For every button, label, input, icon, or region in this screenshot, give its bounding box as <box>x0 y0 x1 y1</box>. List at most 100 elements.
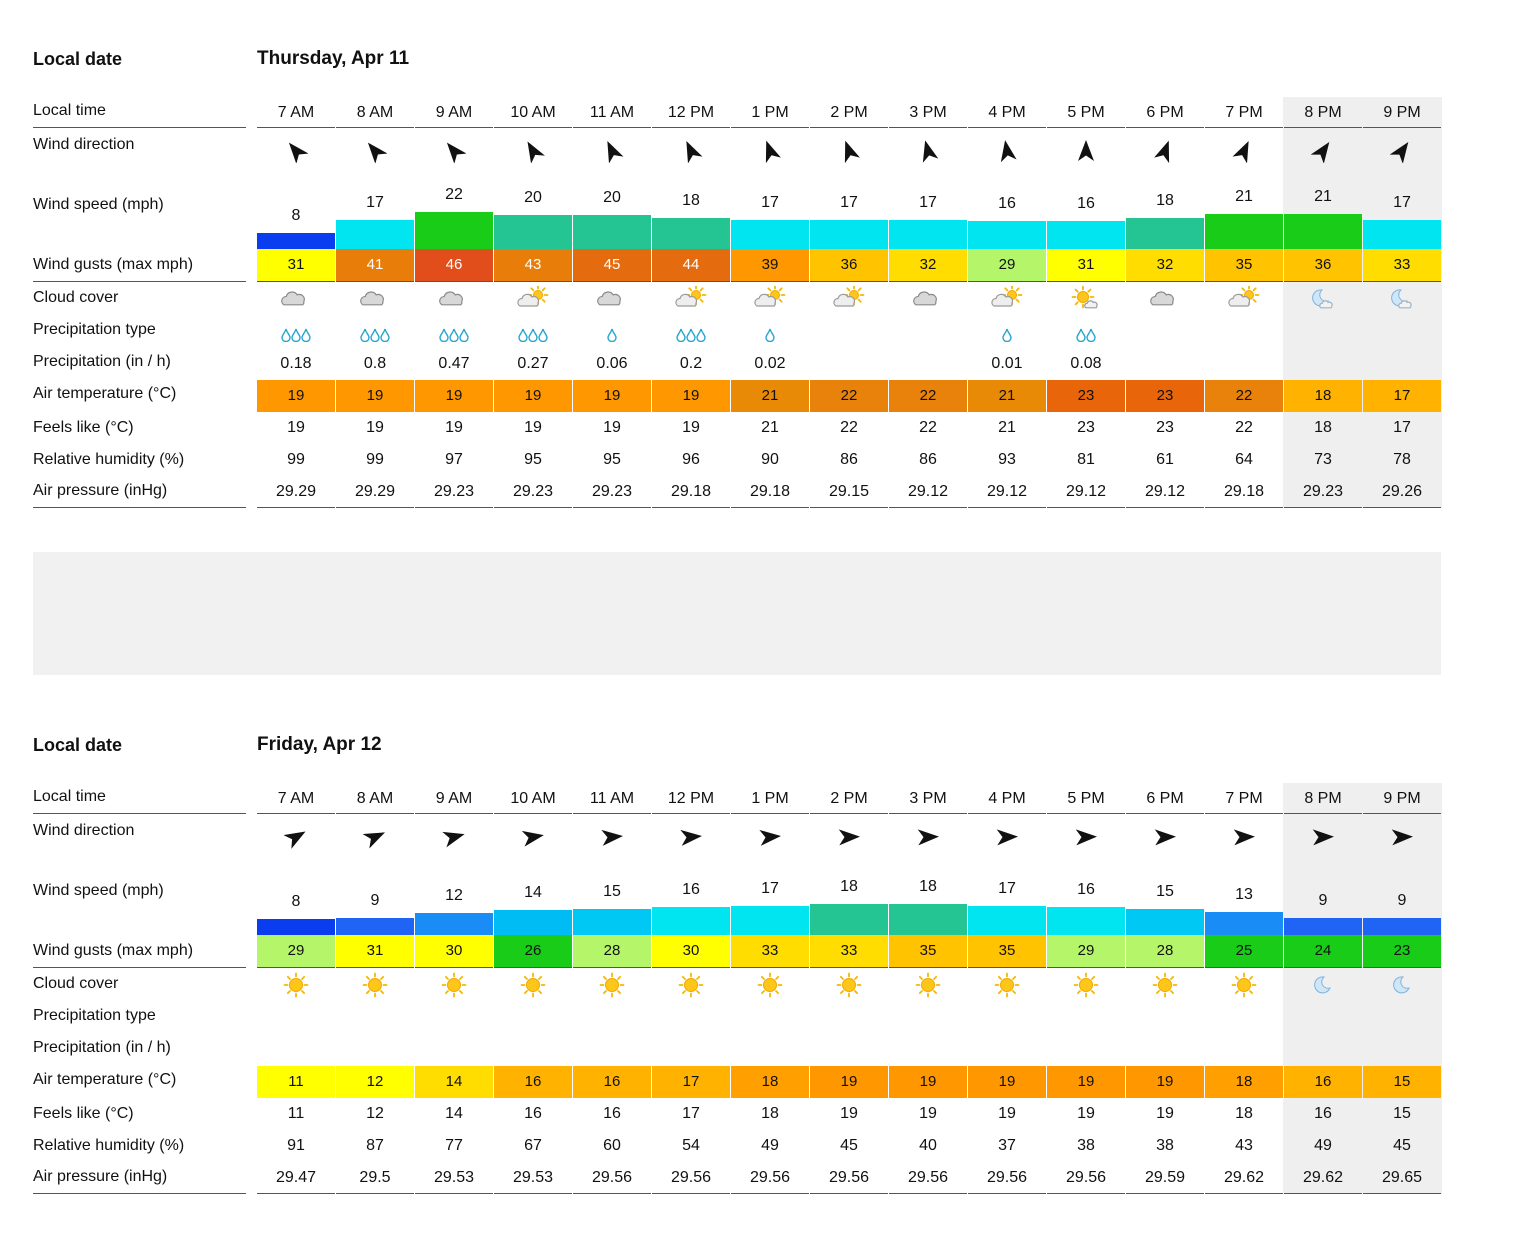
feels-like-value: 22 <box>1235 419 1253 436</box>
wind-gust-value: 35 <box>1205 249 1283 282</box>
hour-column: 10 AM 20 43 0.27 19 19 95 29.23 <box>494 0 572 508</box>
air-pressure-value: 29.65 <box>1363 1168 1441 1194</box>
raindrop-icon <box>607 328 617 342</box>
air-temperature-value: 19 <box>810 1066 888 1098</box>
raindrop-icon <box>1076 328 1096 342</box>
air-pressure-value: 29.59 <box>1126 1168 1204 1194</box>
hour-column: 11 AM 15 28 16 16 60 29.56 <box>573 686 651 1194</box>
air-temperature-value: 19 <box>573 380 651 412</box>
hour-column: 11 AM 20 45 0.06 19 19 95 29.23 <box>573 0 651 508</box>
wind-speed-value: 16 <box>682 881 700 898</box>
wind-gust-value: 46 <box>415 249 493 282</box>
wind-speed-value: 20 <box>603 189 621 206</box>
precipitation-value: 0.02 <box>754 355 786 372</box>
wind-speed-value: 9 <box>1397 892 1407 909</box>
hour-column: 9 PM 9 23 15 15 45 29.65 <box>1362 686 1442 1194</box>
feels-like-value: 19 <box>998 1105 1016 1122</box>
wind-speed-value: 21 <box>1314 188 1332 205</box>
air-pressure-value: 29.56 <box>1047 1168 1125 1194</box>
hour-column: 7 AM 8 31 0.18 19 19 99 29.29 <box>257 0 335 508</box>
wind-gust-value: 41 <box>336 249 414 282</box>
wind-speed-bar <box>968 221 1046 249</box>
sun-icon <box>362 972 388 998</box>
wind-speed-bar <box>652 218 730 249</box>
feels-like-value: 21 <box>998 419 1016 436</box>
partly-cloudy-icon <box>754 286 786 307</box>
label-wind-gusts: Wind gusts (max mph) <box>33 255 246 282</box>
air-temperature-value: 17 <box>1363 380 1441 412</box>
raindrop-icon <box>765 328 775 342</box>
cloud-icon <box>439 291 463 306</box>
precipitation-value: 0.18 <box>280 355 312 372</box>
wind-speed-value: 17 <box>761 880 779 897</box>
humidity-value: 64 <box>1235 451 1253 468</box>
sun-small-cloud-icon <box>1071 286 1098 309</box>
hour-time: 6 PM <box>1126 783 1204 814</box>
air-pressure-value: 29.47 <box>257 1168 335 1194</box>
moon-icon <box>1314 976 1331 994</box>
wind-gust-value: 25 <box>1205 935 1283 968</box>
label-air-pressure: Air pressure (inHg) <box>33 1167 246 1194</box>
wind-arrow-icon <box>363 832 385 849</box>
wind-speed-value: 12 <box>445 887 463 904</box>
feels-like-value: 18 <box>1314 419 1332 436</box>
raindrop-icon <box>439 328 469 342</box>
air-temperature-value: 21 <box>731 380 809 412</box>
air-temperature-value: 21 <box>968 380 1046 412</box>
wind-arrow-icon <box>1078 140 1094 161</box>
wind-arrow-icon <box>442 831 465 848</box>
air-pressure-value: 29.56 <box>652 1168 730 1194</box>
day-date-title: Friday, Apr 12 <box>257 734 382 755</box>
air-pressure-value: 29.12 <box>1047 482 1125 508</box>
wind-gust-value: 30 <box>652 935 730 968</box>
humidity-value: 95 <box>603 451 621 468</box>
feels-like-value: 19 <box>603 419 621 436</box>
humidity-value: 38 <box>1077 1137 1095 1154</box>
sun-icon <box>915 972 941 998</box>
wind-arrow-icon <box>680 829 702 846</box>
label-air-temperature: Air temperature (°C) <box>33 1071 177 1088</box>
label-precipitation: Precipitation (in / h) <box>33 1039 171 1056</box>
sun-icon <box>1231 972 1257 998</box>
hour-column: 6 PM 18 32 23 23 61 29.12 <box>1126 0 1204 508</box>
feels-like-value: 17 <box>682 1105 700 1122</box>
feels-like-value: 19 <box>919 1105 937 1122</box>
wind-speed-value: 16 <box>1077 195 1095 212</box>
wind-arrow-icon <box>288 142 308 163</box>
label-wind-speed: Wind speed (mph) <box>33 882 164 899</box>
hour-column: 9 AM 12 30 14 14 77 29.53 <box>415 686 493 1194</box>
wind-gust-value: 31 <box>1047 249 1125 282</box>
partly-cloudy-icon <box>517 286 549 307</box>
wind-speed-bar <box>968 906 1046 935</box>
label-wind-speed: Wind speed (mph) <box>33 196 164 213</box>
wind-speed-bar <box>415 913 493 935</box>
hour-column: 4 PM 17 35 19 19 37 29.56 <box>968 686 1046 1194</box>
hour-column: 2 PM 18 33 19 19 45 29.56 <box>810 686 888 1194</box>
humidity-value: 91 <box>287 1137 305 1154</box>
wind-gust-value: 28 <box>573 935 651 968</box>
air-pressure-value: 29.56 <box>573 1168 651 1194</box>
sun-icon <box>1073 972 1099 998</box>
air-pressure-value: 29.56 <box>731 1168 809 1194</box>
wind-gust-value: 26 <box>494 935 572 968</box>
hour-column: 12 PM 16 30 17 17 54 29.56 <box>652 686 730 1194</box>
day-date-title: Thursday, Apr 11 <box>257 48 410 69</box>
wind-arrow-icon <box>686 141 703 163</box>
air-temperature-value: 19 <box>415 380 493 412</box>
wind-speed-value: 18 <box>682 192 700 209</box>
feels-like-value: 17 <box>1393 419 1411 436</box>
air-temperature-value: 19 <box>1047 1066 1125 1098</box>
label-humidity: Relative humidity (%) <box>33 1137 185 1154</box>
wind-gust-value: 32 <box>1126 249 1204 282</box>
humidity-value: 38 <box>1156 1137 1174 1154</box>
wind-gust-value: 36 <box>1284 249 1362 282</box>
wind-speed-value: 15 <box>603 883 621 900</box>
label-air-temperature: Air temperature (°C) <box>33 385 177 402</box>
humidity-value: 93 <box>998 451 1016 468</box>
air-temperature-value: 18 <box>731 1066 809 1098</box>
humidity-value: 43 <box>1235 1137 1253 1154</box>
air-temperature-value: 16 <box>573 1066 651 1098</box>
precipitation-value: 0.06 <box>596 355 628 372</box>
feels-like-value: 16 <box>524 1105 542 1122</box>
wind-speed-bar <box>652 907 730 935</box>
